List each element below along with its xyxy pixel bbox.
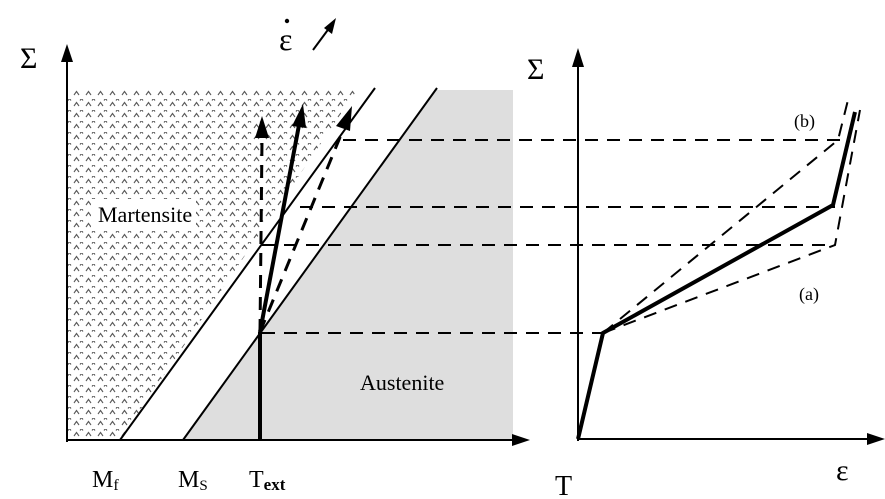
stress-strain-curve-solid: [576, 111, 857, 440]
right-strain-label: ε: [836, 454, 849, 487]
stress-level-connectors: [262, 139, 842, 334]
austenite-region: [183, 90, 513, 440]
loading-path-dashed-arrowhead: [336, 106, 352, 131]
stress-temperature-diagram: Σ T ε Martensite Austenite Mf MS Text: [20, 18, 572, 499]
tick-label-text: Text: [249, 467, 286, 494]
tick-label-ms: MS: [178, 467, 208, 494]
loading-path-dashed: [258, 129, 345, 333]
martensite-region: [67, 90, 357, 440]
left-t-axis-label: T: [555, 471, 572, 499]
tick-label-mf: Mf: [92, 467, 119, 494]
austenite-label: Austenite: [360, 370, 444, 395]
stress-strain-curve-upper-dashed: [602, 99, 849, 334]
rate-dot: [284, 18, 290, 24]
loading-path-vertical: [258, 139, 264, 333]
loading-path-vertical-arrowhead: [255, 116, 269, 138]
rate-arrow-head: [324, 18, 336, 34]
loading-path-solid-arrowhead: [292, 104, 306, 128]
right-sigma-label: Σ: [527, 53, 544, 86]
martensite-label-bg: [91, 199, 196, 229]
martensite-label: Martensite: [98, 202, 192, 227]
curve-a-label: (a): [799, 284, 819, 305]
temperature-axis-arrowhead: [512, 434, 530, 446]
rate-arrow: [312, 26, 331, 51]
sigma-axis-arrowhead: [61, 44, 73, 62]
loading-path-solid: [258, 124, 301, 333]
mf-boundary-line: [119, 87, 376, 441]
stress-strain-curve-lower-dashed: [602, 109, 861, 334]
ms-boundary-line: [182, 87, 438, 441]
right-sigma-axis-arrowhead: [572, 48, 584, 67]
rate-label: ε: [279, 21, 292, 57]
left-sigma-label: Σ: [20, 42, 37, 75]
stress-strain-diagram: Σ ε (b) (a): [527, 48, 885, 487]
curve-b-label: (b): [794, 111, 815, 132]
strain-axis-arrowhead: [867, 433, 885, 445]
